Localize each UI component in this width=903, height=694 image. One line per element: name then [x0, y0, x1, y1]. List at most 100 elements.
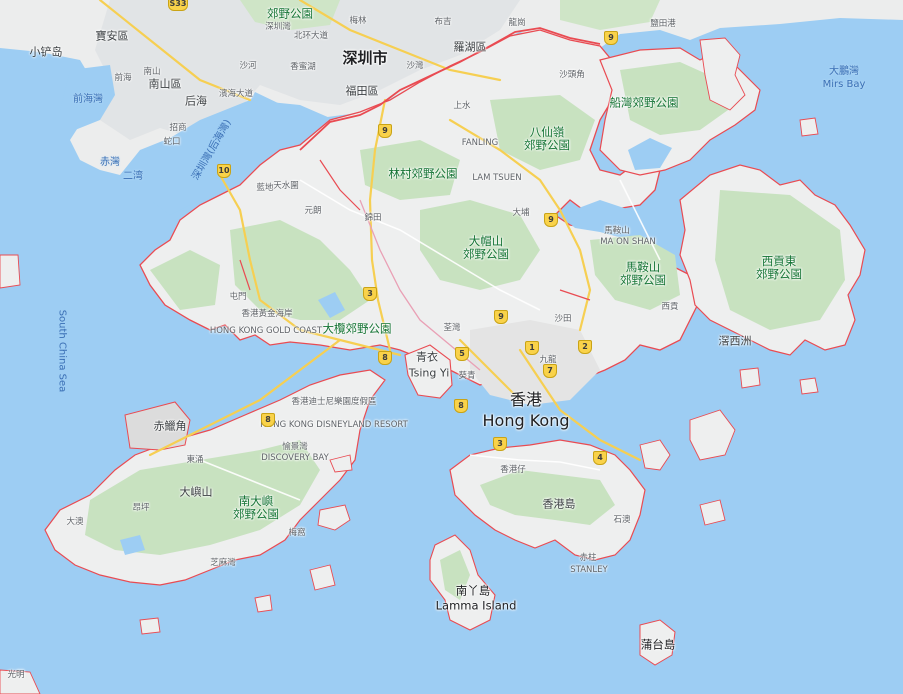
label-tin-shui-wai: 天水圍	[273, 181, 299, 191]
label-kwai-tsing: 葵青	[458, 371, 476, 381]
label-tai-lam: 大欖郊野公園	[322, 321, 392, 336]
label-chuen-lung: 荃灣	[443, 323, 461, 333]
road-shield-8-c: 8	[261, 413, 275, 427]
label-stanley-cn: 赤柱	[579, 553, 597, 563]
label-ma-on-shan-town: MA ON SHAN	[600, 237, 656, 247]
label-ma-on-shan-park: 馬鞍山 郊野公園	[620, 260, 666, 287]
label-mirs-bay-cn: 大鵬灣	[829, 66, 859, 77]
hk-island-park	[480, 470, 615, 525]
label-gold-coast-cn: 香港黃金海岸	[241, 309, 293, 319]
lam-tsuen-park-area	[360, 140, 460, 200]
meilin-park-area	[240, 0, 340, 30]
label-lam-tsuen: LAM TSUEN	[472, 173, 522, 183]
road-shield-8-b: 8	[454, 399, 468, 413]
small-island-3	[254, 594, 273, 613]
label-chi-ma-wan: 芝麻灣	[210, 558, 236, 568]
label-ngong-ping: 昂坪	[132, 503, 150, 513]
label-lam-tei: 藍地	[256, 183, 274, 193]
label-lo-wu: 沙灣	[406, 61, 424, 71]
lantau-park	[85, 440, 320, 555]
label-shahe: 沙河	[239, 61, 257, 71]
label-tuen-mun: 屯門	[229, 292, 247, 302]
label-sai-kung: 西貢	[661, 302, 679, 312]
label-hong-kong-cn: 香港	[509, 390, 543, 409]
road-shield-4: 4	[593, 451, 607, 465]
road-shield-1: 1	[525, 341, 539, 355]
road-shield-9-d: 9	[604, 31, 618, 45]
label-yuen-long: 元朗	[304, 206, 322, 216]
tsing-yi	[404, 344, 453, 399]
label-tai-mo-shan: 大帽山 郊野公園	[463, 234, 509, 261]
road-shield-2: 2	[578, 340, 592, 354]
label-stanley-en: STANLEY	[570, 565, 608, 575]
small-island-4	[329, 454, 353, 473]
shek-pik-reservoir	[120, 535, 145, 555]
label-mui-wo: 梅窩	[288, 528, 306, 538]
shenzhen-east-park	[560, 0, 660, 30]
label-yantian: 鹽田港	[650, 19, 676, 29]
small-island-5	[699, 499, 726, 526]
label-futian: 福田區	[345, 84, 379, 98]
tolo-harbour	[560, 200, 650, 240]
tuen-mun-west-area	[150, 250, 220, 310]
label-nanshan: 南山區	[148, 77, 182, 91]
label-hong-kong-en: Hong Kong	[482, 411, 570, 430]
label-south-china-sea: South China Sea	[56, 309, 68, 393]
small-island-7	[799, 377, 819, 395]
chek-lap-kok-airport	[124, 401, 191, 451]
label-lamma-en: Lamma Island	[435, 598, 517, 613]
label-gold-coast-en: HONG KONG GOLD COAST	[209, 326, 323, 336]
label-aberdeen: 香港仔	[500, 465, 526, 475]
road-shield-5: 5	[455, 347, 469, 361]
label-nanshan-small: 南山	[143, 67, 161, 77]
small-island-8	[689, 409, 736, 461]
label-pinghai: 濱海大道	[218, 89, 254, 99]
label-qianhai: 前海	[114, 73, 132, 83]
label-chiwan: 赤灣	[100, 157, 120, 168]
major-roads	[199, 179, 661, 501]
label-luohu: 羅湖區	[453, 40, 487, 54]
label-shek-o: 石澳	[613, 515, 631, 525]
label-baoan: 寶安區	[95, 29, 129, 43]
road-shield-3-a: 3	[363, 287, 377, 301]
label-sha-tin: 沙田	[554, 314, 572, 324]
label-chek-lap-kok: 赤鱲角	[153, 419, 187, 433]
road-shield-9-b: 9	[544, 213, 558, 227]
label-sharp-island: 滘西洲	[718, 334, 752, 348]
road-shield-3-b: 3	[493, 437, 507, 451]
label-sheung-shui: 上水	[453, 101, 471, 111]
po-toi-island	[639, 619, 676, 666]
small-island-1	[317, 504, 351, 531]
label-sai-kung-east: 西貢東 郊野公園	[756, 254, 802, 281]
road-shield-7: 7	[543, 364, 557, 378]
label-lam-tsuen-park: 林村郊野公園	[388, 166, 458, 181]
label-meilin-park: 郊野公園	[267, 6, 313, 21]
label-po-toi: 蒲台島	[640, 637, 676, 652]
boundary-roads	[239, 159, 591, 301]
label-longgang: 龍崗	[508, 18, 526, 28]
label-qianhai-wan: 前海灣	[73, 94, 103, 105]
label-ma-on-shan-cn: 馬鞍山	[604, 226, 630, 236]
road-shield-9-c: 9	[494, 310, 508, 324]
label-plover-cove: 船灣郊野公園	[609, 95, 679, 110]
label-tsing-yi-cn: 青衣	[416, 350, 438, 364]
small-island-12	[799, 117, 819, 137]
label-hk-island: 香港島	[542, 497, 576, 511]
label-kam-tin: 錦田	[364, 213, 382, 223]
label-south-lantau: 南大嶼 郊野公園	[233, 494, 279, 521]
label-lamma-cn: 南丫島	[455, 583, 491, 598]
small-island-10	[139, 617, 161, 635]
road-shield-s33: S33	[168, 0, 188, 11]
label-pat-sin-leng: 八仙嶺 郊野公園	[524, 125, 570, 152]
label-shenzhen: 深圳市	[342, 49, 388, 67]
label-shekou: 蛇口	[163, 137, 181, 147]
expressways	[98, 0, 642, 462]
label-shekou-small: 深圳灣	[265, 22, 291, 32]
qianhai-bay	[60, 65, 115, 130]
label-shatoujiao: 沙頭角	[559, 70, 585, 80]
sai-kung-east-area	[715, 190, 845, 330]
label-buji: 布吉	[434, 17, 452, 27]
road-shield-8-a: 8	[378, 351, 392, 365]
label-fanling: FANLING	[461, 138, 499, 148]
